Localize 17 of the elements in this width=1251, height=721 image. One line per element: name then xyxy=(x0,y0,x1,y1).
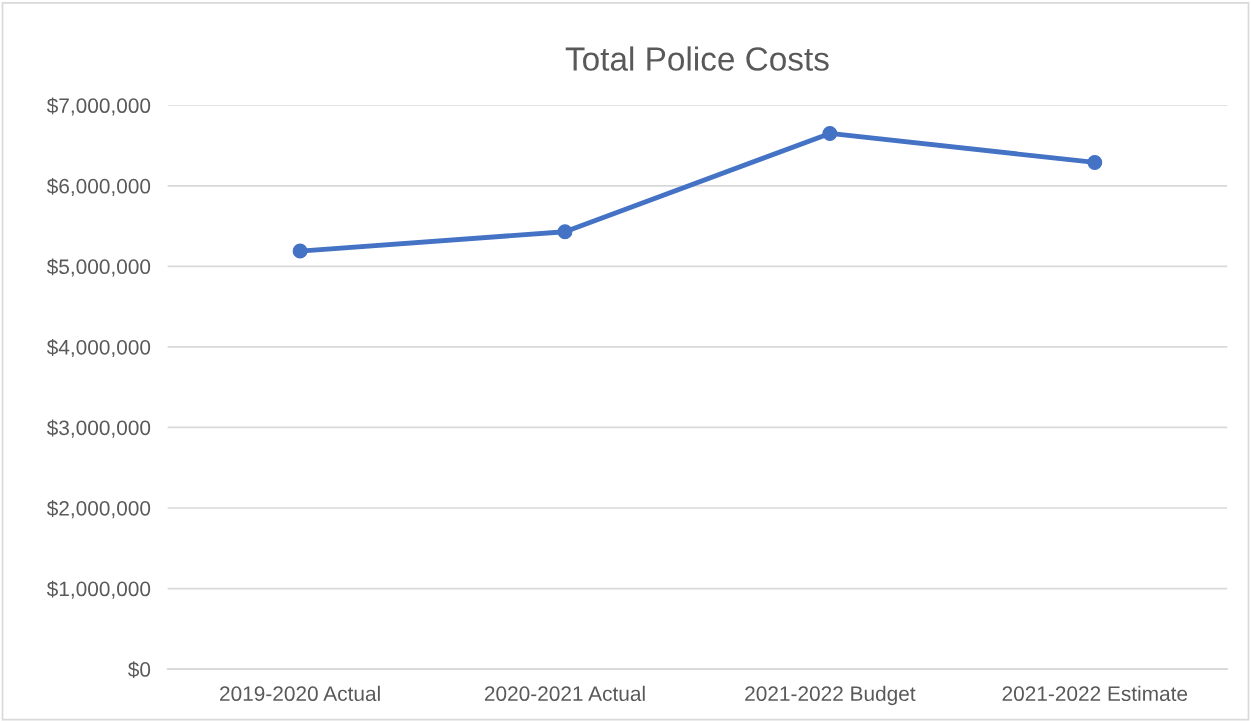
y-tick-label: $7,000,000 xyxy=(46,97,151,116)
point xyxy=(557,224,573,240)
point xyxy=(1087,154,1103,170)
point xyxy=(292,243,308,259)
x-tick-label: 2019-2020 Actual xyxy=(220,685,380,702)
y-tick-label: $3,000,000 xyxy=(46,419,151,438)
y-tick-label: $1,000,000 xyxy=(46,580,151,599)
y-tick-label: $2,000,000 xyxy=(46,500,151,519)
y-tick-label: $5,000,000 xyxy=(46,258,151,277)
point xyxy=(822,125,838,141)
y-tick-label: $6,000,000 xyxy=(46,177,151,197)
y-tick-label: $0 xyxy=(128,661,151,679)
x-tick-label: 2021-2022 Estimate xyxy=(1002,685,1188,702)
chart-title: Total Police Costs xyxy=(565,46,829,71)
x-tick-label: 2021-2022 Budget xyxy=(745,685,916,706)
x-tick-label: 2020-2021 Actual xyxy=(484,685,645,702)
y-tick-label: $4,000,000 xyxy=(46,339,151,358)
